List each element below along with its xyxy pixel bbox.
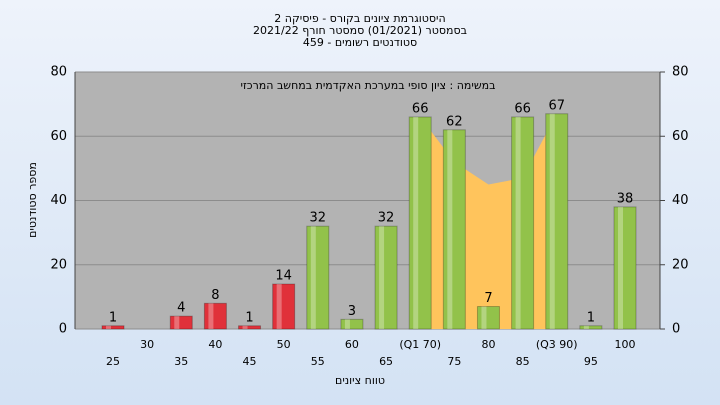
value-label: 8 <box>211 288 219 303</box>
chart-title: היסטוגרמת ציונים בקורס - פיסיקה 2 <box>274 12 445 25</box>
bar-highlight <box>447 129 453 329</box>
bar <box>272 283 296 330</box>
bar-highlight <box>208 303 214 329</box>
value-label: 1 <box>245 310 253 325</box>
bar-highlight <box>549 113 555 329</box>
value-label: 7 <box>484 291 492 306</box>
x-tick-label: 55 <box>311 355 325 368</box>
value-label: 4 <box>177 301 185 316</box>
x-tick-label: 30 <box>140 338 154 351</box>
y2-tick-label: 0 <box>672 322 680 337</box>
chart-subtitle: סטודנטים רשומים - 459 <box>303 36 417 49</box>
bar <box>545 113 569 330</box>
x-tick-label: 85 <box>516 355 530 368</box>
y-tick-label: 40 <box>50 193 67 208</box>
x-tick-label: (Q1 70) <box>399 338 441 351</box>
bar <box>238 325 262 330</box>
bar <box>306 225 330 330</box>
value-label: 66 <box>514 101 531 116</box>
y-axis-label: מספר סטודנטים <box>26 162 39 238</box>
bar <box>101 325 125 330</box>
value-label: 67 <box>548 98 565 113</box>
bar <box>613 206 637 330</box>
bar <box>203 302 227 330</box>
x-tick-label: (Q3 90) <box>536 338 578 351</box>
bar-highlight <box>106 325 111 329</box>
bar <box>511 116 535 330</box>
bar-highlight <box>618 206 623 329</box>
x-tick-label: 50 <box>277 338 291 351</box>
bar <box>476 306 500 330</box>
y-tick-label: 80 <box>50 65 67 80</box>
value-label: 32 <box>378 211 395 226</box>
x-tick-label: 95 <box>584 355 598 368</box>
value-label: 62 <box>446 114 463 129</box>
bar-highlight <box>344 319 350 329</box>
x-tick-label: 25 <box>106 355 120 368</box>
bar-highlight <box>413 116 419 329</box>
bar-highlight <box>583 325 589 329</box>
bar-highlight <box>242 325 248 329</box>
value-label: 38 <box>617 191 634 206</box>
y2-tick-label: 20 <box>672 257 689 272</box>
value-label: 66 <box>412 101 429 116</box>
bar <box>340 318 364 330</box>
x-tick-label: 60 <box>345 338 359 351</box>
y2-tick-label: 60 <box>672 129 689 144</box>
x-tick-label: 65 <box>379 355 393 368</box>
bar <box>374 225 398 330</box>
bar <box>408 116 432 330</box>
bar <box>442 129 466 330</box>
bar-highlight <box>379 226 385 329</box>
bar <box>169 315 193 330</box>
x-tick-label: 80 <box>481 338 495 351</box>
bar-highlight <box>310 226 316 329</box>
value-label: 1 <box>109 310 117 325</box>
x-tick-label: 100 <box>615 338 636 351</box>
x-axis-label: טווח ציונים <box>335 374 385 387</box>
bar-highlight <box>481 306 487 329</box>
value-label: 1 <box>587 310 595 325</box>
x-tick-label: 40 <box>208 338 222 351</box>
bar-highlight <box>515 116 521 329</box>
bar-highlight <box>174 316 180 329</box>
y2-tick-label: 40 <box>672 193 689 208</box>
bar <box>579 325 603 330</box>
y-tick-label: 20 <box>50 257 67 272</box>
x-tick-label: 35 <box>174 355 188 368</box>
value-label: 32 <box>310 211 327 226</box>
bar-highlight <box>276 284 282 329</box>
value-label: 3 <box>348 304 356 319</box>
chart-subtitle: בסמסטר (01/2021) סמסטר חורף 2021/22 <box>253 24 467 37</box>
annotation: במשימה : ציון סופי במערכת האקדמית במחשב … <box>241 79 496 92</box>
y-tick-label: 0 <box>59 322 67 337</box>
y-tick-label: 60 <box>50 129 67 144</box>
x-tick-label: 45 <box>243 355 257 368</box>
value-label: 14 <box>275 269 292 284</box>
x-tick-label: 75 <box>447 355 461 368</box>
y2-tick-label: 80 <box>672 65 689 80</box>
